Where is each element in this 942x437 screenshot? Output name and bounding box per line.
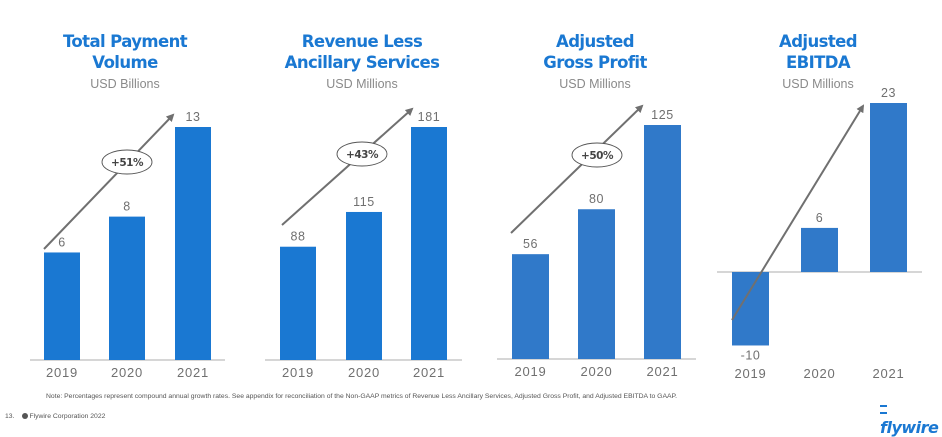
- page-number: 13.: [5, 413, 15, 420]
- chart-subtitle: USD Billions: [90, 77, 159, 91]
- bar-2019: [732, 272, 769, 346]
- growth-arrow: [281, 107, 414, 226]
- x-tick-label: 2021: [413, 365, 445, 380]
- chart-subtitle: USD Millions: [559, 77, 631, 91]
- bar-2020: [109, 216, 145, 360]
- chart-panel-4: Adjusted EBITDA USD Millions -10 2019 6 2020 23…: [717, 32, 922, 381]
- chart-title-line: Adjusted: [556, 32, 634, 51]
- cagr-badge: [336, 141, 388, 167]
- data-label: 80: [589, 192, 604, 206]
- data-label: 13: [185, 110, 200, 124]
- bar-2019: [44, 252, 80, 360]
- cagr-badge: [571, 142, 623, 168]
- chart-panel-2: Revenue Less Ancillary Services USD Millio…: [265, 32, 462, 380]
- chart-subtitle: USD Millions: [326, 77, 398, 91]
- data-label: 88: [290, 230, 305, 244]
- chart-panel-3: Adjusted Gross Profit USD Millions 56 2019 80…: [497, 32, 696, 379]
- flywire-mark-icon: [880, 405, 887, 414]
- dashboard-charts: Total Payment Volume USD Billions 6 2019 8 202…: [30, 32, 922, 381]
- chart-subtitle: USD Millions: [782, 77, 854, 91]
- growth-arrow: [731, 104, 865, 321]
- growth-arrow: [43, 113, 175, 250]
- bar-2021: [870, 103, 907, 272]
- chart-title-line: Gross Profit: [543, 53, 647, 72]
- bar-2021: [644, 125, 681, 359]
- chart-title-line: Adjusted: [779, 32, 857, 51]
- data-label: 6: [58, 235, 66, 249]
- data-label: 115: [353, 195, 375, 209]
- cagr-label: +50%: [581, 150, 614, 162]
- chart-title-line: Revenue Less: [302, 32, 423, 51]
- bar-2021: [175, 127, 211, 360]
- copyright-text: Flywire Corporation 2022: [29, 413, 106, 420]
- data-label: 125: [651, 108, 674, 122]
- chart-title-line: EBITDA: [786, 53, 851, 72]
- data-label: 6: [816, 211, 824, 225]
- x-tick-label: 2019: [734, 366, 766, 381]
- data-label: 8: [123, 200, 131, 214]
- data-label: 56: [523, 237, 538, 251]
- x-tick-label: 2019: [514, 364, 546, 379]
- chart-panel-1: Total Payment Volume USD Billions 6 2019 8 202…: [30, 32, 225, 380]
- x-tick-label: 2019: [282, 365, 314, 380]
- cagr-label: +43%: [346, 149, 379, 161]
- x-tick-label: 2020: [348, 365, 380, 380]
- growth-arrow: [510, 104, 644, 234]
- x-tick-label: 2021: [872, 366, 904, 381]
- chart-title-line: Total Payment: [63, 32, 188, 51]
- flywire-logo: flywire: [880, 399, 942, 437]
- cagr-badge: [101, 149, 153, 175]
- bar-2019: [280, 246, 316, 360]
- chart-title-line: Ancillary Services: [285, 53, 440, 72]
- cagr-label: +51%: [111, 157, 144, 169]
- footer: 13. Flywire Corporation 2022: [5, 413, 105, 420]
- bar-2019: [512, 254, 549, 359]
- bar-2020: [346, 211, 382, 360]
- x-tick-label: 2020: [111, 365, 143, 380]
- copyright-icon: [22, 413, 29, 419]
- x-tick-label: 2021: [646, 364, 678, 379]
- x-tick-label: 2021: [177, 365, 209, 380]
- bar-2020: [801, 227, 838, 272]
- chart-title-line: Volume: [92, 53, 158, 72]
- footnote: Note: Percentages represent compound ann…: [46, 393, 678, 400]
- data-label: 181: [418, 110, 441, 124]
- x-tick-label: 2020: [803, 366, 835, 381]
- x-tick-label: 2019: [46, 365, 78, 380]
- bar-2020: [578, 209, 615, 359]
- x-tick-label: 2020: [580, 364, 612, 379]
- data-label: -10: [741, 348, 761, 362]
- data-label: 23: [881, 86, 896, 100]
- bar-2021: [411, 127, 447, 360]
